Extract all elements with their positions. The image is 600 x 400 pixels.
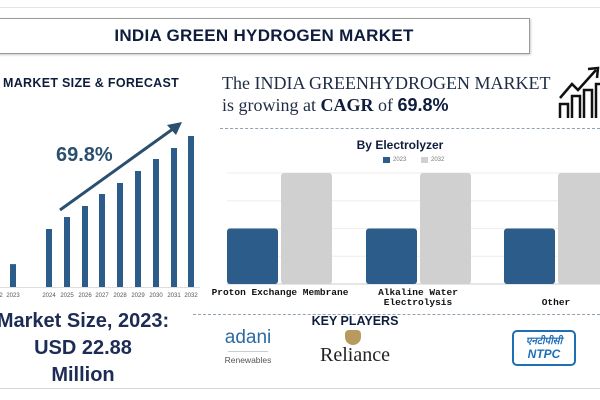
forecast-title: MARKET SIZE & FORECAST (3, 76, 180, 90)
bottom-divider (0, 388, 600, 389)
year-label: 2025 (60, 293, 74, 299)
electrolyzer-chart (227, 172, 600, 285)
headline-of: of (373, 95, 398, 115)
reliance-emblem-icon (345, 330, 361, 345)
forecast-bar (46, 229, 52, 287)
year-label: 2023 (6, 293, 20, 299)
category-label: Proton Exchange Membrane (211, 287, 349, 298)
year-label: 2024 (42, 293, 56, 299)
forecast-bar (153, 159, 159, 287)
market-size-line1: Market Size, 2023: (0, 310, 170, 332)
bar-2023 (504, 228, 555, 284)
year-label: 2028 (113, 293, 127, 299)
legend-label: 2023 (393, 157, 407, 163)
key-players-title: KEY PLAYERS (311, 314, 399, 328)
year-label: 2029 (131, 293, 145, 299)
legend-2023: 2023 (383, 157, 406, 163)
headline-value: 69.8% (397, 95, 449, 115)
year-label: 2031 (167, 293, 181, 299)
year-label: 2032 (184, 293, 198, 299)
bar-2032 (558, 173, 600, 284)
year-label: 2030 (149, 293, 163, 299)
year-label: 2022 (0, 293, 3, 299)
growth-chart-icon (558, 66, 600, 118)
reliance-logo: Reliance (320, 344, 390, 366)
ntpc-name: NTPC (527, 347, 561, 361)
market-size-text: Market Size, 2023: USD 22.88 Million (0, 308, 178, 389)
adani-sub: Renewables (224, 355, 272, 365)
forecast-bar (10, 264, 16, 287)
bar-2032 (281, 173, 332, 284)
top-divider (0, 7, 600, 8)
section-divider (220, 128, 600, 129)
forecast-bar (99, 194, 105, 287)
adani-logo: adani Renewables (208, 327, 288, 366)
forecast-bar (117, 183, 123, 287)
adani-name: adani (224, 327, 272, 348)
ntpc-logo: एनटीपीसी NTPC (512, 330, 576, 366)
forecast-chart (0, 122, 200, 288)
year-label: 2027 (95, 293, 109, 299)
bar-2032 (420, 173, 471, 284)
bar-2023 (227, 228, 278, 284)
forecast-bar (171, 148, 177, 287)
forecast-bar (188, 136, 194, 287)
forecast-bar (135, 171, 141, 287)
headline-line1: The INDIA GREENHYDROGEN MARKET (222, 73, 551, 93)
category-label: Other (541, 297, 571, 308)
bar-2023 (366, 228, 417, 284)
market-size-line2: USD 22.88 (34, 337, 132, 359)
headline-cagr: CAGR (320, 95, 374, 115)
legend-2032: 2032 (421, 157, 444, 163)
cagr-annotation: 69.8% (56, 144, 113, 166)
electrolyzer-chart-title: By Electrolyzer (356, 138, 444, 152)
section-divider (193, 314, 600, 315)
ntpc-hindi: एनटीपीसी (525, 336, 563, 347)
growth-arrow-head (167, 122, 182, 135)
legend-label: 2032 (431, 157, 445, 163)
forecast-bar (82, 206, 88, 287)
title-banner: INDIA GREEN HYDROGEN MARKET (0, 18, 530, 54)
market-size-line3: Million (51, 364, 115, 386)
growth-arrow-line (59, 124, 178, 212)
cagr-headline: The INDIA GREENHYDROGEN MARKET is growin… (222, 72, 550, 116)
forecast-bar (64, 217, 70, 287)
headline-prefix: is growing at (222, 95, 321, 115)
page-title: INDIA GREEN HYDROGEN MARKET (114, 26, 414, 45)
year-label: 2026 (78, 293, 92, 299)
category-label: Alkaline Water Electrolysis (378, 287, 458, 308)
